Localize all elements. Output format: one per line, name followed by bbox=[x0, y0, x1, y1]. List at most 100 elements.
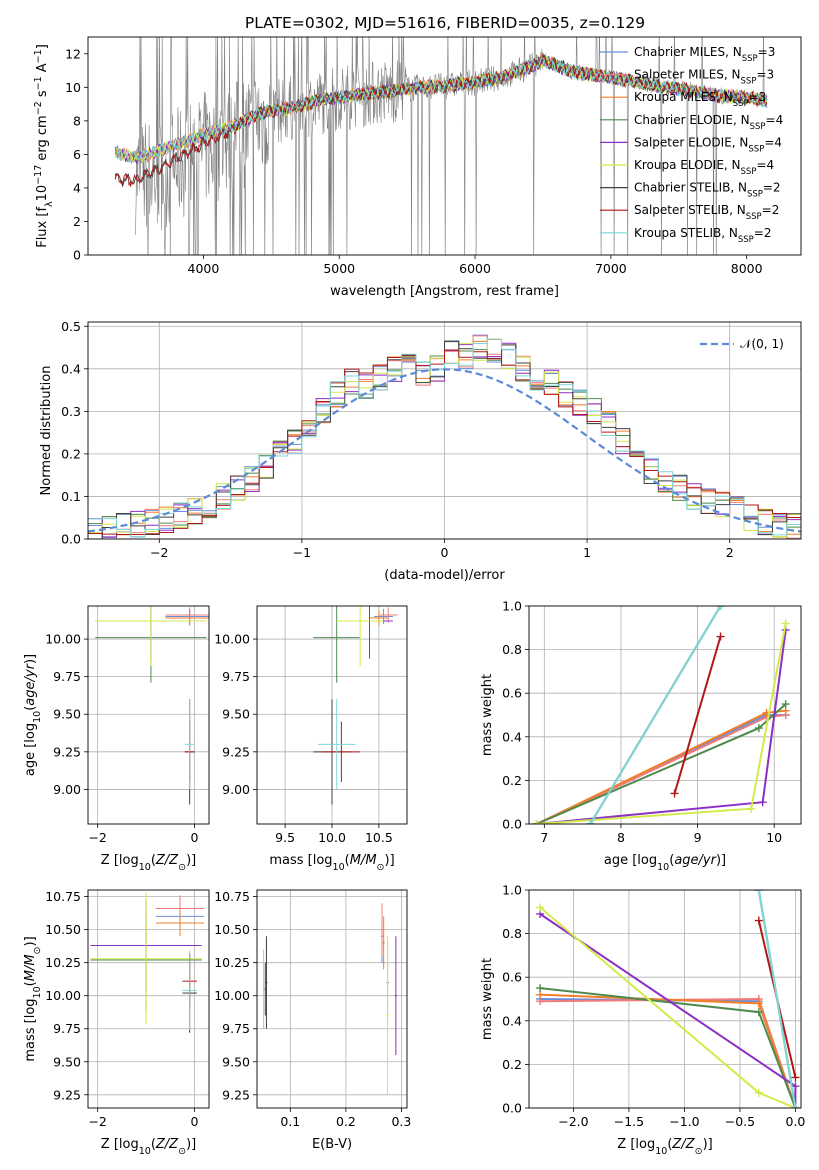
y-tick-label: 0.6 bbox=[502, 686, 522, 701]
x-tick-label: 7000 bbox=[595, 261, 627, 276]
series-marker-8 bbox=[754, 890, 763, 894]
y-axis-label: Flux [fλ10−17 erg cm−2 s−1 A−1] bbox=[33, 44, 55, 248]
y-tick-label: 10.00 bbox=[45, 988, 81, 1003]
x-axis-label: Z [log10(Z/Z⊙)] bbox=[101, 1137, 196, 1157]
plot-area bbox=[313, 606, 398, 805]
x-tick-label: 9 bbox=[694, 830, 702, 845]
y-tick-label: 9.75 bbox=[222, 669, 250, 684]
legend-label-cm: Chabrier MILES, NSSP=3 bbox=[634, 45, 775, 64]
legend-label-normal: 𝒩(0, 1) bbox=[740, 337, 784, 351]
y-tick-label: 9.25 bbox=[222, 744, 250, 759]
x-tick-label: 0 bbox=[441, 545, 449, 560]
x-tick-label: 8 bbox=[617, 830, 625, 845]
series-marker-3 bbox=[781, 700, 790, 709]
plot-area bbox=[88, 334, 801, 539]
y-tick-label: 6 bbox=[73, 147, 81, 162]
plot-area bbox=[536, 890, 800, 1108]
x-tick-label: 0.0 bbox=[786, 1114, 806, 1129]
y-tick-label: 10.50 bbox=[45, 922, 81, 937]
legend-label-cs: Chabrier STELIB, NSSP=2 bbox=[634, 181, 781, 200]
y-tick-label: 12 bbox=[65, 46, 81, 61]
y-tick-label: 0.1 bbox=[61, 489, 81, 504]
x-axis-label: Z [log10(Z/Z⊙)] bbox=[101, 853, 196, 873]
age-vs-Z-panel: −2 0 9.00 9.25 9.50 9.75 10.00 Z [log10(Z/Z⊙)] a… bbox=[23, 605, 210, 873]
y-tick-label: 9.50 bbox=[53, 707, 81, 722]
x-tick-label: −2 bbox=[88, 1114, 106, 1129]
series-marker-8 bbox=[586, 820, 595, 824]
y-tick-label: 0.2 bbox=[61, 446, 81, 461]
y-tick-label: 0.2 bbox=[502, 773, 522, 788]
y-tick-label: 0.5 bbox=[61, 319, 81, 334]
series-line-4 bbox=[536, 629, 787, 824]
legend-label-sm: Salpeter MILES, NSSP=3 bbox=[634, 68, 774, 87]
x-tick-label: 2 bbox=[726, 545, 734, 560]
axes-frame bbox=[87, 889, 210, 1109]
residuals-panel: −2 −1 0 1 2 0.0 0.1 0.2 0.3 0.4 0.5 (data-model)/er… bbox=[39, 319, 802, 583]
y-axis-label: age [log10(age/yr)] bbox=[23, 654, 43, 776]
series-marker-2 bbox=[754, 999, 763, 1008]
x-tick-label: 4000 bbox=[188, 261, 220, 276]
x-tick-label: −2 bbox=[88, 830, 106, 845]
age-vs-mass-panel: 9.5 10.0 10.5 9.00 9.25 9.50 9.75 10.00 mass [lo… bbox=[214, 605, 408, 873]
histogram-step-8 bbox=[88, 338, 801, 538]
x-tick-label: 1 bbox=[583, 545, 591, 560]
plot-area bbox=[532, 606, 790, 824]
x-axis-label: wavelength [Angstrom, rest frame] bbox=[330, 284, 559, 299]
plot-area bbox=[95, 606, 209, 805]
y-tick-label: 0.3 bbox=[61, 404, 81, 419]
y-tick-label: 0.6 bbox=[502, 970, 522, 985]
x-tick-label: 0.1 bbox=[280, 1114, 300, 1129]
y-tick-label: 4 bbox=[73, 180, 81, 195]
massweight-vs-Z-panel: −2.0 −1.5 −1.0 −0.5 0.0 0.0 0.2 0.4 0.6 0.8 1.0 Z [… bbox=[480, 883, 805, 1157]
series-marker-3 bbox=[754, 1008, 763, 1017]
series-marker-5 bbox=[781, 619, 790, 628]
series-marker-7 bbox=[716, 632, 725, 641]
spectrum-data-line bbox=[135, 37, 768, 255]
x-axis-label: Z [log10(Z/Z⊙)] bbox=[617, 1137, 712, 1157]
series-marker-3 bbox=[536, 984, 545, 993]
x-tick-label: 6000 bbox=[459, 261, 491, 276]
axes-frame bbox=[87, 36, 802, 256]
series-marker-8 bbox=[716, 606, 725, 610]
axes-frame bbox=[256, 889, 408, 1109]
series-marker-7 bbox=[670, 789, 679, 798]
y-tick-label: 0.4 bbox=[502, 729, 522, 744]
x-tick-label: 0.3 bbox=[391, 1114, 411, 1129]
spectrum-panel: 4000 5000 6000 7000 8000 0 2 4 6 8 10 12 wavelength … bbox=[33, 36, 802, 299]
x-tick-label: 0.2 bbox=[336, 1114, 356, 1129]
y-axis-label: mass weight bbox=[480, 958, 495, 1040]
legend-label-se: Salpeter ELODIE, NSSP=4 bbox=[634, 135, 782, 154]
plot-area bbox=[262, 903, 397, 1095]
x-tick-label: 5000 bbox=[323, 261, 355, 276]
series-line-7 bbox=[673, 636, 722, 794]
series-marker-5 bbox=[747, 804, 756, 813]
y-tick-label: 9.50 bbox=[53, 1054, 81, 1069]
axes-frame bbox=[87, 605, 210, 825]
axes-frame bbox=[528, 605, 802, 825]
y-tick-label: 9.50 bbox=[222, 707, 250, 722]
series-marker-7 bbox=[754, 916, 763, 925]
y-tick-label: 10.25 bbox=[214, 955, 250, 970]
series-line-8 bbox=[757, 890, 797, 1108]
y-tick-label: 9.00 bbox=[222, 782, 250, 797]
legend-label-ce: Chabrier ELODIE, NSSP=4 bbox=[634, 113, 783, 132]
x-axis-label: age [log10(age/yr)] bbox=[604, 853, 726, 873]
series-marker-4 bbox=[758, 798, 767, 807]
y-tick-label: 10.75 bbox=[45, 889, 81, 904]
x-axis-label: mass [log10(M/M⊙)] bbox=[269, 853, 394, 873]
x-tick-label: −1 bbox=[293, 545, 311, 560]
x-tick-label: 0 bbox=[191, 1114, 199, 1129]
x-tick-label: 9.5 bbox=[275, 830, 295, 845]
y-tick-label: 2 bbox=[73, 214, 81, 229]
series-marker-5 bbox=[754, 1088, 763, 1097]
axes-frame bbox=[87, 321, 802, 540]
y-tick-label: 0 bbox=[73, 248, 81, 263]
x-tick-label: 10.0 bbox=[318, 830, 346, 845]
legend-label-km: Kroupa MILES, NSSP=3 bbox=[634, 90, 766, 109]
y-tick-label: 0.8 bbox=[502, 642, 522, 657]
x-tick-label: −1.0 bbox=[669, 1114, 699, 1129]
x-axis-label: E(B-V) bbox=[312, 1137, 352, 1152]
spectrum-model-line bbox=[115, 57, 768, 164]
legend-label-ks: Kroupa STELIB, NSSP=2 bbox=[634, 226, 772, 245]
